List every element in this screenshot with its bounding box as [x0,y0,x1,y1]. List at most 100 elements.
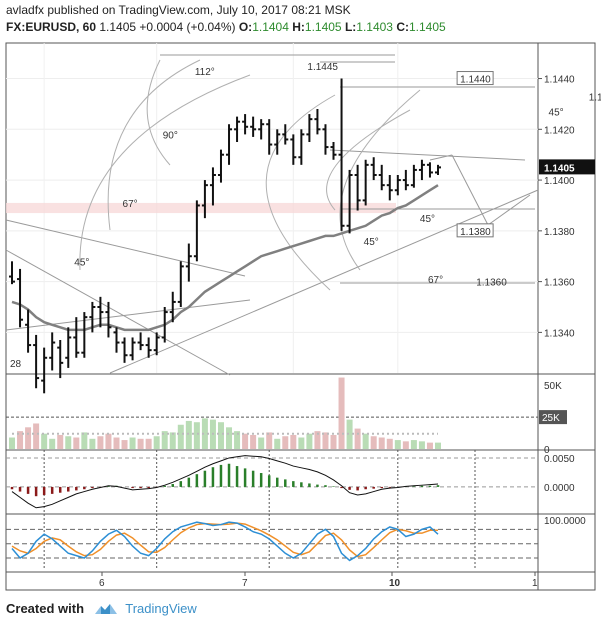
price-annotation: 45° [420,214,435,225]
price-annotation: 1.1380 [460,227,491,238]
ohlc-bar [418,159,425,181]
drawing-tools-layer[interactable] [5,54,539,376]
gann-arc [339,89,421,271]
ohlc-bar [185,243,192,282]
volume-bar [402,441,409,449]
symbol-label: FX:EURUSD, 60 [6,20,97,34]
ohlc-bar [242,114,249,135]
volume-bar [426,442,433,449]
price-tick-label: 1.1440 [544,75,575,86]
ohlc-bar [362,159,369,206]
price-tick-label: 1.1420 [544,125,575,136]
volume-bar [41,433,48,449]
time-tick-label: 7 [242,578,248,589]
axes-layer: 1.1440 1.1420 1.1400 1.1380 1.1360 1.1340 1.14… [99,75,595,589]
volume-bar [81,432,88,449]
volume-bar [161,431,168,449]
trend-line [5,299,251,331]
volume-bar [97,436,104,449]
ohlc-bar [73,317,80,358]
chart-canvas[interactable]: 1.14451.14401.14331.13871.13801.1360112°… [0,0,601,600]
ohlc-bar [193,200,200,262]
volume-bar [314,431,321,449]
ohlc-bar [426,162,433,178]
trend-line [5,219,246,277]
volume-bar [346,419,353,449]
stochastic-tick-label: 100.0000 [544,516,586,527]
gann-arc [146,59,171,166]
volume-bar [410,440,417,449]
ohlc-bar [49,332,56,371]
price-annotation: 1.1445 [307,62,338,73]
price-tick-label: 1.1340 [544,328,575,339]
open-value: 1.1404 [252,20,289,34]
ohlc-bar [113,327,120,353]
ohlc-bar [298,129,305,165]
price-change: +0.0004 (+0.04%) [139,20,236,34]
ohlc-bar [250,116,257,137]
tradingview-link[interactable]: TradingView [125,601,197,616]
ohlc-bar [226,124,233,165]
high-label: H: [292,20,305,34]
volume-bar [65,436,72,449]
ohlc-bar [378,164,385,191]
volume-bar [394,440,401,449]
volume-bar [145,438,152,449]
price-annotation: 67° [428,275,443,286]
close-label: C: [396,20,409,34]
ohlc-bar [161,307,168,343]
open-label: O: [238,20,253,34]
ohlc-bar [394,175,401,196]
highlight-zone [6,202,396,214]
volume-bar [129,437,136,449]
volume-bar [378,437,385,449]
volume-bar [201,418,208,449]
volume-bar [49,438,56,449]
volume-bar [169,432,176,449]
high-value: 1.1405 [304,20,342,34]
volume-bar [217,422,224,449]
stochastic-panel [6,521,538,562]
ohlc-bar [9,261,15,285]
ohlc-bar [17,268,24,328]
volume-bar [250,434,257,449]
ohlc-bar [234,116,241,142]
low-value: 1.1403 [356,20,393,34]
volume-bar [266,432,273,449]
volume-bar [282,436,289,449]
price-annotation: 45° [364,237,379,248]
chart-frame [5,42,596,591]
ohlc-bar [201,180,208,219]
volume-bar [33,423,40,449]
volume-bar [435,442,441,449]
macd-tick-label: 0.0050 [544,454,575,465]
price-tick-label: 1.1400 [544,176,575,187]
volume-bar [306,433,313,449]
ohlc-bar [209,167,216,206]
volume-bar [330,434,337,449]
volume-bar [234,431,241,449]
ohlc-bar [65,327,72,368]
price-tick-label: 1.1360 [544,278,575,289]
ohlc-bar [354,164,361,211]
macd-tick-label: 0.0000 [544,483,575,494]
created-with-label: Created with [6,601,85,616]
ohlc-bar [402,169,409,191]
moving-average-line [11,184,439,332]
volume-bar [193,422,200,449]
projection-line [451,154,489,226]
ohlc-bar [41,347,48,394]
volume-bar [9,437,15,449]
fan-line [329,149,526,161]
stochastic-k-line [11,521,439,562]
published-text: published on TradingView.com, July 10, 2… [47,3,351,17]
ohlc-bar [386,175,393,201]
price-annotation: 45° [549,108,564,119]
close-value: 1.1405 [409,20,446,34]
time-tick-label: 6 [99,578,105,589]
price-panel: 1.14451.14401.14331.13871.13801.1360112°… [9,62,601,394]
publish-info: avladfx published on TradingView.com, Ju… [6,3,351,17]
trend-line [109,189,539,374]
chart-border [5,42,596,591]
volume-bar [105,433,112,449]
